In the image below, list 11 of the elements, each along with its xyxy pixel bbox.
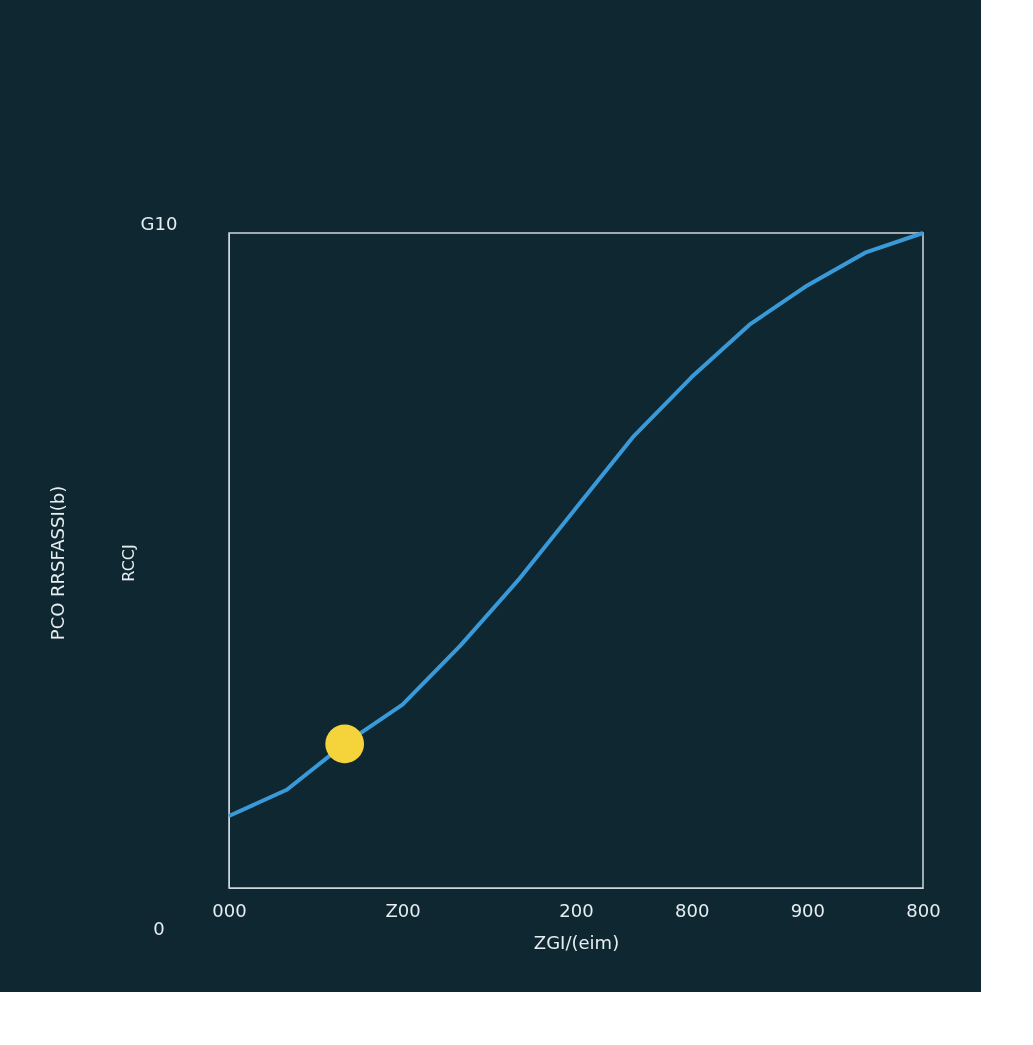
- x-tick-label: 200: [559, 899, 594, 921]
- x-axis-title: ZGI/(eim): [533, 931, 620, 953]
- text: RCCJ: [119, 544, 138, 582]
- x-tick-label: 800: [906, 899, 941, 921]
- text: PCO RRSFASSI(b): [47, 485, 68, 641]
- x-tick-label: 000: [212, 899, 247, 921]
- text: 0: [153, 918, 165, 939]
- x-tick-label: 900: [790, 899, 826, 921]
- x-tick-label: 800: [674, 899, 710, 921]
- x-tick-label: Z00: [385, 899, 421, 921]
- text: G10: [140, 213, 178, 234]
